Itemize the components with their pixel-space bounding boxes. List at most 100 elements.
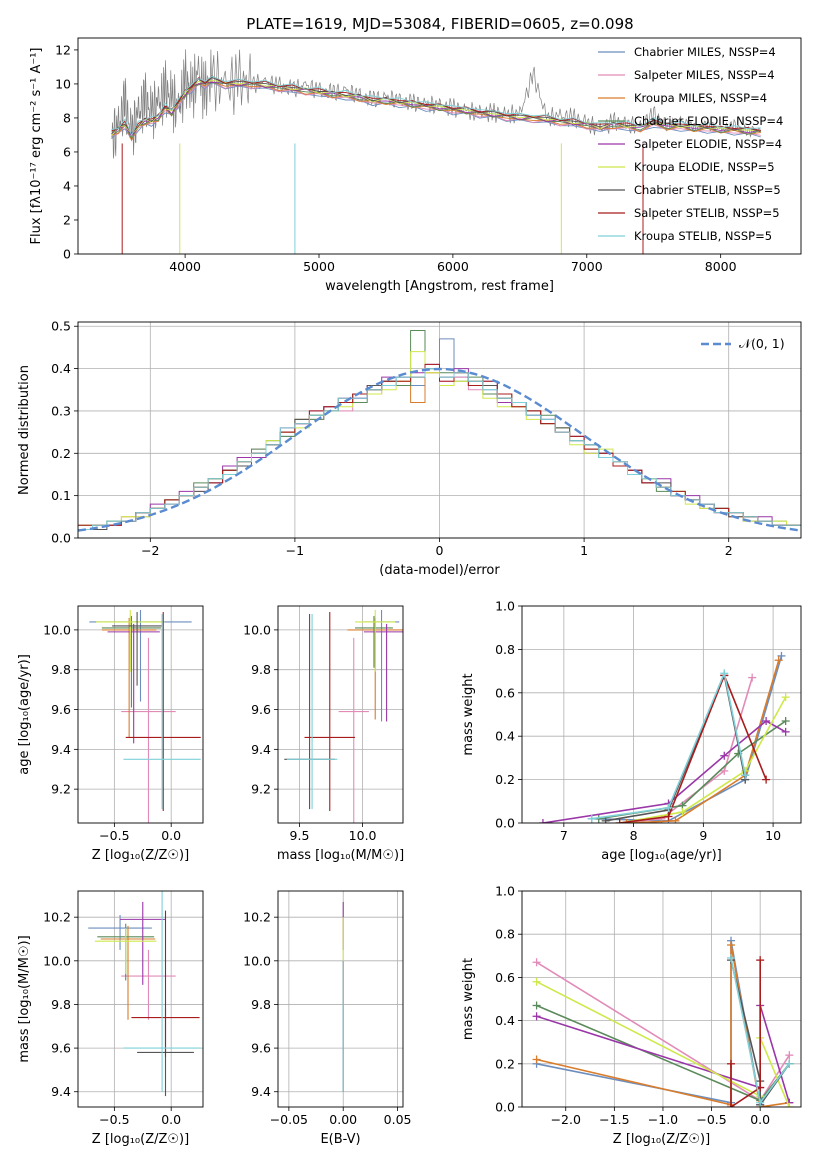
panel-residuals: −2 −1 0 1 2 0.0 0.1 0.2 0.3 0.4 0.5 (data-model)/er…	[17, 319, 802, 578]
y-axis-label: age [log₁₀(age/yr)]	[17, 654, 32, 775]
errorbar	[304, 611, 356, 812]
y-tick-label: 0.4	[51, 361, 71, 376]
plot-area-age_vs_mass	[278, 606, 403, 823]
y-tick-label: 0.4	[495, 1013, 515, 1028]
y-tick-label: 4	[63, 178, 71, 193]
plot-area-weight_vs_age	[522, 606, 801, 823]
x-axis-label: mass [log₁₀(M/M☉)]	[277, 848, 404, 863]
x-tick-label: −0.5	[99, 828, 129, 843]
x-axis-label: Z [log₁₀(Z/Z☉)]	[613, 1132, 710, 1147]
x-axis-label: E(B-V)	[320, 1132, 360, 1147]
plot-area-residuals	[78, 322, 801, 538]
errorbar	[355, 609, 396, 672]
x-tick-label: 9	[699, 828, 707, 843]
weight-line	[619, 696, 787, 823]
y-tick-label: 9.6	[251, 702, 271, 717]
errorbar	[88, 915, 152, 950]
y-tick-label: 9.2	[51, 782, 71, 797]
figure-title: PLATE=1619, MJD=53084, FIBERID=0605, z=0…	[246, 15, 633, 33]
y-axis-label: mass [log₁₀(M/M☉)]	[17, 935, 32, 1062]
x-tick-label: 8000	[705, 259, 737, 274]
weight-line	[591, 670, 746, 820]
errorbar	[123, 891, 201, 1092]
panel-mass_vs_Z: −0.5 0.0 9.4 9.6 9.8 10.0 10.2 Z [log₁₀(Z/Z☉)] m…	[17, 890, 204, 1147]
plot-area-weight_vs_Z	[522, 891, 801, 1107]
x-axis-label: Z [log₁₀(Z/Z☉)]	[92, 1132, 189, 1147]
legend-label: Salpeter ELODIE, NSSP=4	[634, 137, 782, 151]
axes-frame	[277, 605, 404, 824]
errorbar	[121, 949, 176, 1020]
y-axis-label: Flux [fλ10⁻¹⁷ erg cm⁻² s⁻¹ A⁻¹]	[29, 48, 44, 245]
axes-frame	[77, 37, 802, 255]
legend-label: Salpeter MILES, NSSP=4	[634, 68, 775, 82]
plot-area-mass_vs_Z	[78, 891, 203, 1107]
y-tick-label: 0.8	[495, 927, 515, 942]
legend-label: 𝒩(0, 1)	[739, 336, 785, 351]
legend: Chabrier MILES, NSSP=4 Salpeter MILES, NS…	[598, 45, 783, 243]
errorbar	[121, 637, 176, 823]
x-tick-label: −2.0	[551, 1112, 581, 1127]
axes-frame	[77, 605, 204, 824]
x-tick-label: 4000	[169, 259, 201, 274]
errorbar	[107, 623, 160, 744]
x-tick-label: −1.5	[599, 1112, 629, 1127]
y-axis-label: mass weight	[461, 958, 476, 1040]
y-tick-label: 0.0	[51, 531, 71, 546]
panel-age_vs_Z: −0.5 0.0 9.2 9.4 9.6 9.8 10.0 Z [log₁₀(Z/Z☉)] ag…	[17, 605, 204, 863]
y-tick-label: 0.5	[51, 319, 71, 334]
y-tick-label: 0.2	[51, 446, 71, 461]
x-tick-label: 10	[765, 828, 781, 843]
plot-area-mass_vs_ebv	[278, 891, 403, 1107]
errorbar	[284, 613, 335, 810]
model-line	[111, 81, 761, 137]
legend-label: Salpeter STELIB, NSSP=5	[634, 206, 780, 220]
errorbar	[286, 613, 338, 810]
legend-label: Chabrier MILES, NSSP=4	[634, 45, 776, 59]
x-tick-label: 0.0	[161, 1112, 181, 1127]
y-tick-label: 10.0	[243, 622, 271, 637]
y-tick-label: 10.0	[43, 953, 71, 968]
x-tick-label: −0.05	[270, 1112, 308, 1127]
x-tick-label: 9.5	[290, 828, 310, 843]
x-tick-label: 7	[560, 828, 568, 843]
legend-label: Kroupa ELODIE, NSSP=5	[634, 160, 775, 174]
y-tick-label: 9.8	[51, 662, 71, 677]
y-tick-label: 0.6	[495, 685, 515, 700]
errorbar	[123, 613, 201, 810]
gaussian-curve	[78, 367, 801, 532]
y-tick-label: 10.0	[243, 953, 271, 968]
y-tick-label: 9.6	[51, 702, 71, 717]
x-tick-label: 0.00	[329, 1112, 357, 1127]
plot-area-age_vs_Z	[78, 606, 203, 823]
y-tick-label: 0.0	[495, 1100, 515, 1115]
y-tick-label: 0.0	[495, 816, 515, 831]
y-tick-label: 0.8	[495, 642, 515, 657]
y-tick-label: 9.8	[51, 997, 71, 1012]
errorbar	[125, 611, 201, 812]
legend-label: Kroupa STELIB, NSSP=5	[634, 229, 772, 243]
y-tick-label: 9.4	[251, 1084, 271, 1099]
model-line	[111, 82, 761, 140]
panel-mass_vs_ebv: −0.05 0.00 0.05 9.4 9.6 9.8 10.0 10.2 E(B-V)	[243, 890, 411, 1147]
y-tick-label: 1.0	[495, 884, 515, 899]
errorbar	[95, 928, 157, 974]
y-tick-label: 0.2	[495, 772, 515, 787]
weight-line	[730, 960, 762, 1107]
errorbar	[101, 615, 161, 708]
axes-frame	[277, 890, 404, 1108]
axes-frame	[521, 890, 802, 1108]
y-tick-label: 0.6	[495, 970, 515, 985]
y-tick-label: 0.2	[495, 1056, 515, 1071]
x-tick-label: 2	[725, 543, 733, 558]
x-tick-label: 5000	[303, 259, 335, 274]
y-tick-label: 10.2	[43, 910, 71, 925]
legend-label: Chabrier ELODIE, NSSP=4	[634, 114, 783, 128]
y-tick-label: 9.6	[51, 1041, 71, 1056]
plot-area-spectrum	[111, 49, 761, 254]
y-tick-label: 10.0	[43, 622, 71, 637]
x-tick-label: 0	[436, 543, 444, 558]
y-tick-label: 9.8	[251, 662, 271, 677]
x-tick-label: 1	[580, 543, 588, 558]
panel-age_vs_mass: 9.5 10.0 9.2 9.4 9.6 9.8 10.0 mass [log₁₀(M/M☉)…	[243, 605, 404, 863]
